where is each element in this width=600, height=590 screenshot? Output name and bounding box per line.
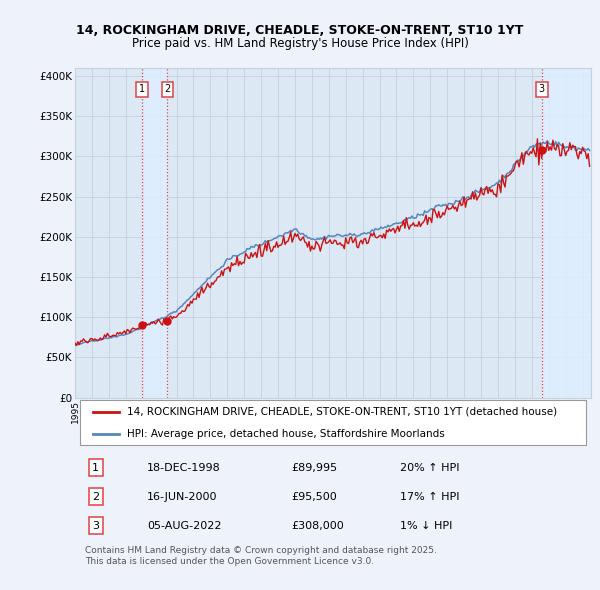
Text: 1% ↓ HPI: 1% ↓ HPI bbox=[400, 520, 452, 530]
Text: 2: 2 bbox=[164, 84, 170, 94]
Text: Contains HM Land Registry data © Crown copyright and database right 2025.
This d: Contains HM Land Registry data © Crown c… bbox=[85, 546, 437, 566]
Text: 18-DEC-1998: 18-DEC-1998 bbox=[147, 463, 221, 473]
Text: 3: 3 bbox=[92, 520, 99, 530]
Text: HPI: Average price, detached house, Staffordshire Moorlands: HPI: Average price, detached house, Staf… bbox=[127, 429, 445, 439]
Text: 14, ROCKINGHAM DRIVE, CHEADLE, STOKE-ON-TRENT, ST10 1YT (detached house): 14, ROCKINGHAM DRIVE, CHEADLE, STOKE-ON-… bbox=[127, 407, 557, 417]
Text: £95,500: £95,500 bbox=[292, 491, 337, 502]
Text: £308,000: £308,000 bbox=[292, 520, 344, 530]
Text: Price paid vs. HM Land Registry's House Price Index (HPI): Price paid vs. HM Land Registry's House … bbox=[131, 37, 469, 50]
Bar bbox=[142, 68, 167, 398]
Text: 16-JUN-2000: 16-JUN-2000 bbox=[147, 491, 218, 502]
Text: 2: 2 bbox=[92, 491, 99, 502]
Bar bbox=[542, 68, 591, 398]
FancyBboxPatch shape bbox=[80, 400, 586, 445]
Text: 05-AUG-2022: 05-AUG-2022 bbox=[147, 520, 222, 530]
Text: £89,995: £89,995 bbox=[292, 463, 338, 473]
Text: 1: 1 bbox=[92, 463, 99, 473]
Text: 17% ↑ HPI: 17% ↑ HPI bbox=[400, 491, 460, 502]
Text: 3: 3 bbox=[539, 84, 545, 94]
Text: 14, ROCKINGHAM DRIVE, CHEADLE, STOKE-ON-TRENT, ST10 1YT: 14, ROCKINGHAM DRIVE, CHEADLE, STOKE-ON-… bbox=[76, 24, 524, 37]
Text: 20% ↑ HPI: 20% ↑ HPI bbox=[400, 463, 460, 473]
Text: 1: 1 bbox=[139, 84, 145, 94]
